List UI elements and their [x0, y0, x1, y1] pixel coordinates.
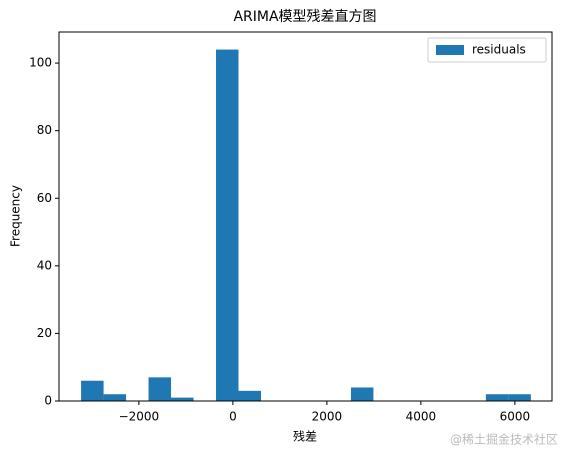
x-tick-label: 4000 [406, 410, 437, 424]
bar [350, 387, 374, 401]
y-tick-label: 80 [37, 123, 52, 137]
y-tick-label: 40 [37, 258, 52, 272]
y-tick-label: 20 [37, 326, 52, 340]
legend-label: residuals [472, 43, 526, 57]
x-tick-label: −2000 [119, 410, 160, 424]
y-tick-label: 100 [29, 56, 52, 70]
bar [148, 377, 172, 401]
y-axis-label: Frequency [9, 185, 23, 247]
plot-frame [58, 31, 553, 402]
x-axis-label: 残差 [293, 430, 317, 444]
watermark: @稀土掘金技术社区 [450, 432, 558, 447]
x-tick-label: 2000 [312, 410, 343, 424]
x-tick-label: 6000 [500, 410, 531, 424]
y-tick-label: 0 [44, 394, 52, 408]
legend-swatch [436, 45, 464, 55]
chart-title: ARIMA模型残差直方图 [233, 8, 376, 25]
bar [216, 49, 239, 401]
bar [171, 397, 194, 401]
bar [81, 380, 104, 401]
bar [485, 394, 509, 401]
y-tick-label: 60 [37, 191, 52, 205]
bar [103, 394, 127, 401]
bar [508, 394, 531, 401]
bar [238, 390, 261, 401]
x-tick-label: 0 [229, 410, 237, 424]
legend-box [427, 37, 547, 63]
